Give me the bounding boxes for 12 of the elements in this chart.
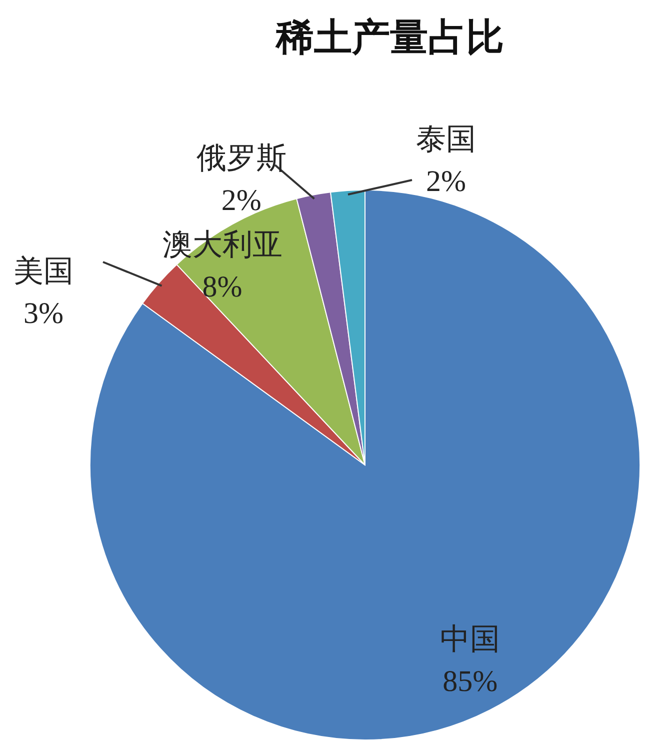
slice-label: 俄罗斯: [196, 142, 286, 176]
data-label: 3%: [24, 296, 64, 330]
data-label: 85%: [442, 664, 498, 698]
slice-label: 泰国: [416, 122, 476, 156]
chart-title: 稀土产量占比: [275, 17, 504, 59]
pie-slice: [90, 190, 640, 740]
slice-label: 中国: [440, 622, 500, 656]
data-label: 2%: [426, 164, 466, 198]
data-label: 2%: [221, 184, 262, 218]
slice-label: 美国: [14, 254, 74, 288]
data-label: 8%: [202, 270, 242, 304]
slice-label: 澳大利亚: [162, 228, 282, 262]
